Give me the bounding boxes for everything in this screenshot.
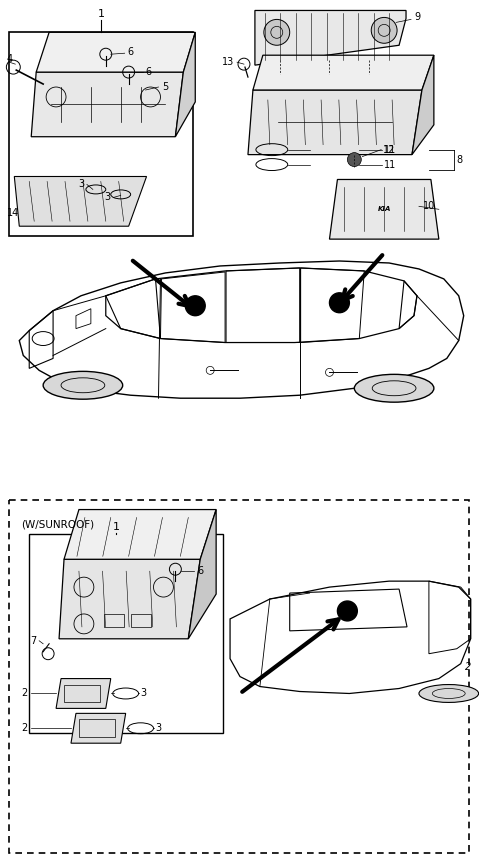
Text: 3: 3: [78, 179, 84, 190]
Text: 4: 4: [6, 55, 12, 64]
Text: 6: 6: [145, 67, 152, 77]
Text: KIA: KIA: [377, 206, 391, 212]
Text: 11: 11: [384, 145, 396, 155]
Circle shape: [329, 293, 349, 313]
Text: 2: 2: [465, 662, 471, 672]
Ellipse shape: [43, 372, 123, 399]
Text: 14: 14: [7, 209, 20, 218]
Text: 1: 1: [113, 522, 120, 533]
Polygon shape: [31, 72, 183, 137]
Text: 7: 7: [30, 636, 36, 646]
Text: (W/SUNROOF): (W/SUNROOF): [21, 520, 95, 529]
Circle shape: [348, 152, 361, 166]
Text: 2: 2: [21, 688, 27, 699]
Polygon shape: [188, 509, 216, 639]
Circle shape: [371, 17, 397, 43]
Bar: [104, 614, 124, 627]
Text: 2: 2: [21, 723, 27, 734]
Text: 11: 11: [384, 159, 396, 170]
Polygon shape: [248, 90, 422, 155]
Polygon shape: [64, 509, 216, 559]
Circle shape: [337, 601, 357, 621]
Polygon shape: [56, 679, 111, 708]
Polygon shape: [175, 32, 195, 137]
Polygon shape: [59, 559, 200, 639]
Polygon shape: [14, 177, 146, 226]
Text: 6: 6: [197, 566, 204, 576]
Circle shape: [264, 19, 290, 45]
Text: 1: 1: [98, 10, 105, 19]
Polygon shape: [71, 714, 126, 743]
Text: 12: 12: [383, 145, 396, 155]
Bar: [64, 684, 100, 702]
Text: 13: 13: [222, 57, 234, 68]
Bar: [29, 534, 223, 734]
Text: 3: 3: [156, 723, 162, 734]
Ellipse shape: [419, 684, 479, 702]
Polygon shape: [36, 32, 195, 72]
Text: 8: 8: [457, 155, 463, 165]
Text: 5: 5: [162, 82, 168, 92]
Text: 3: 3: [105, 192, 111, 203]
Bar: [9, 500, 468, 852]
Text: 9: 9: [414, 12, 420, 23]
Polygon shape: [253, 55, 434, 90]
Bar: [9, 32, 193, 236]
Text: 3: 3: [141, 688, 146, 699]
Bar: [79, 720, 115, 737]
Text: 6: 6: [128, 48, 134, 57]
Polygon shape: [329, 179, 439, 239]
Ellipse shape: [354, 374, 434, 402]
Polygon shape: [255, 10, 406, 65]
Circle shape: [185, 296, 205, 316]
Text: 10: 10: [423, 201, 435, 211]
Bar: [131, 614, 151, 627]
Polygon shape: [412, 55, 434, 155]
